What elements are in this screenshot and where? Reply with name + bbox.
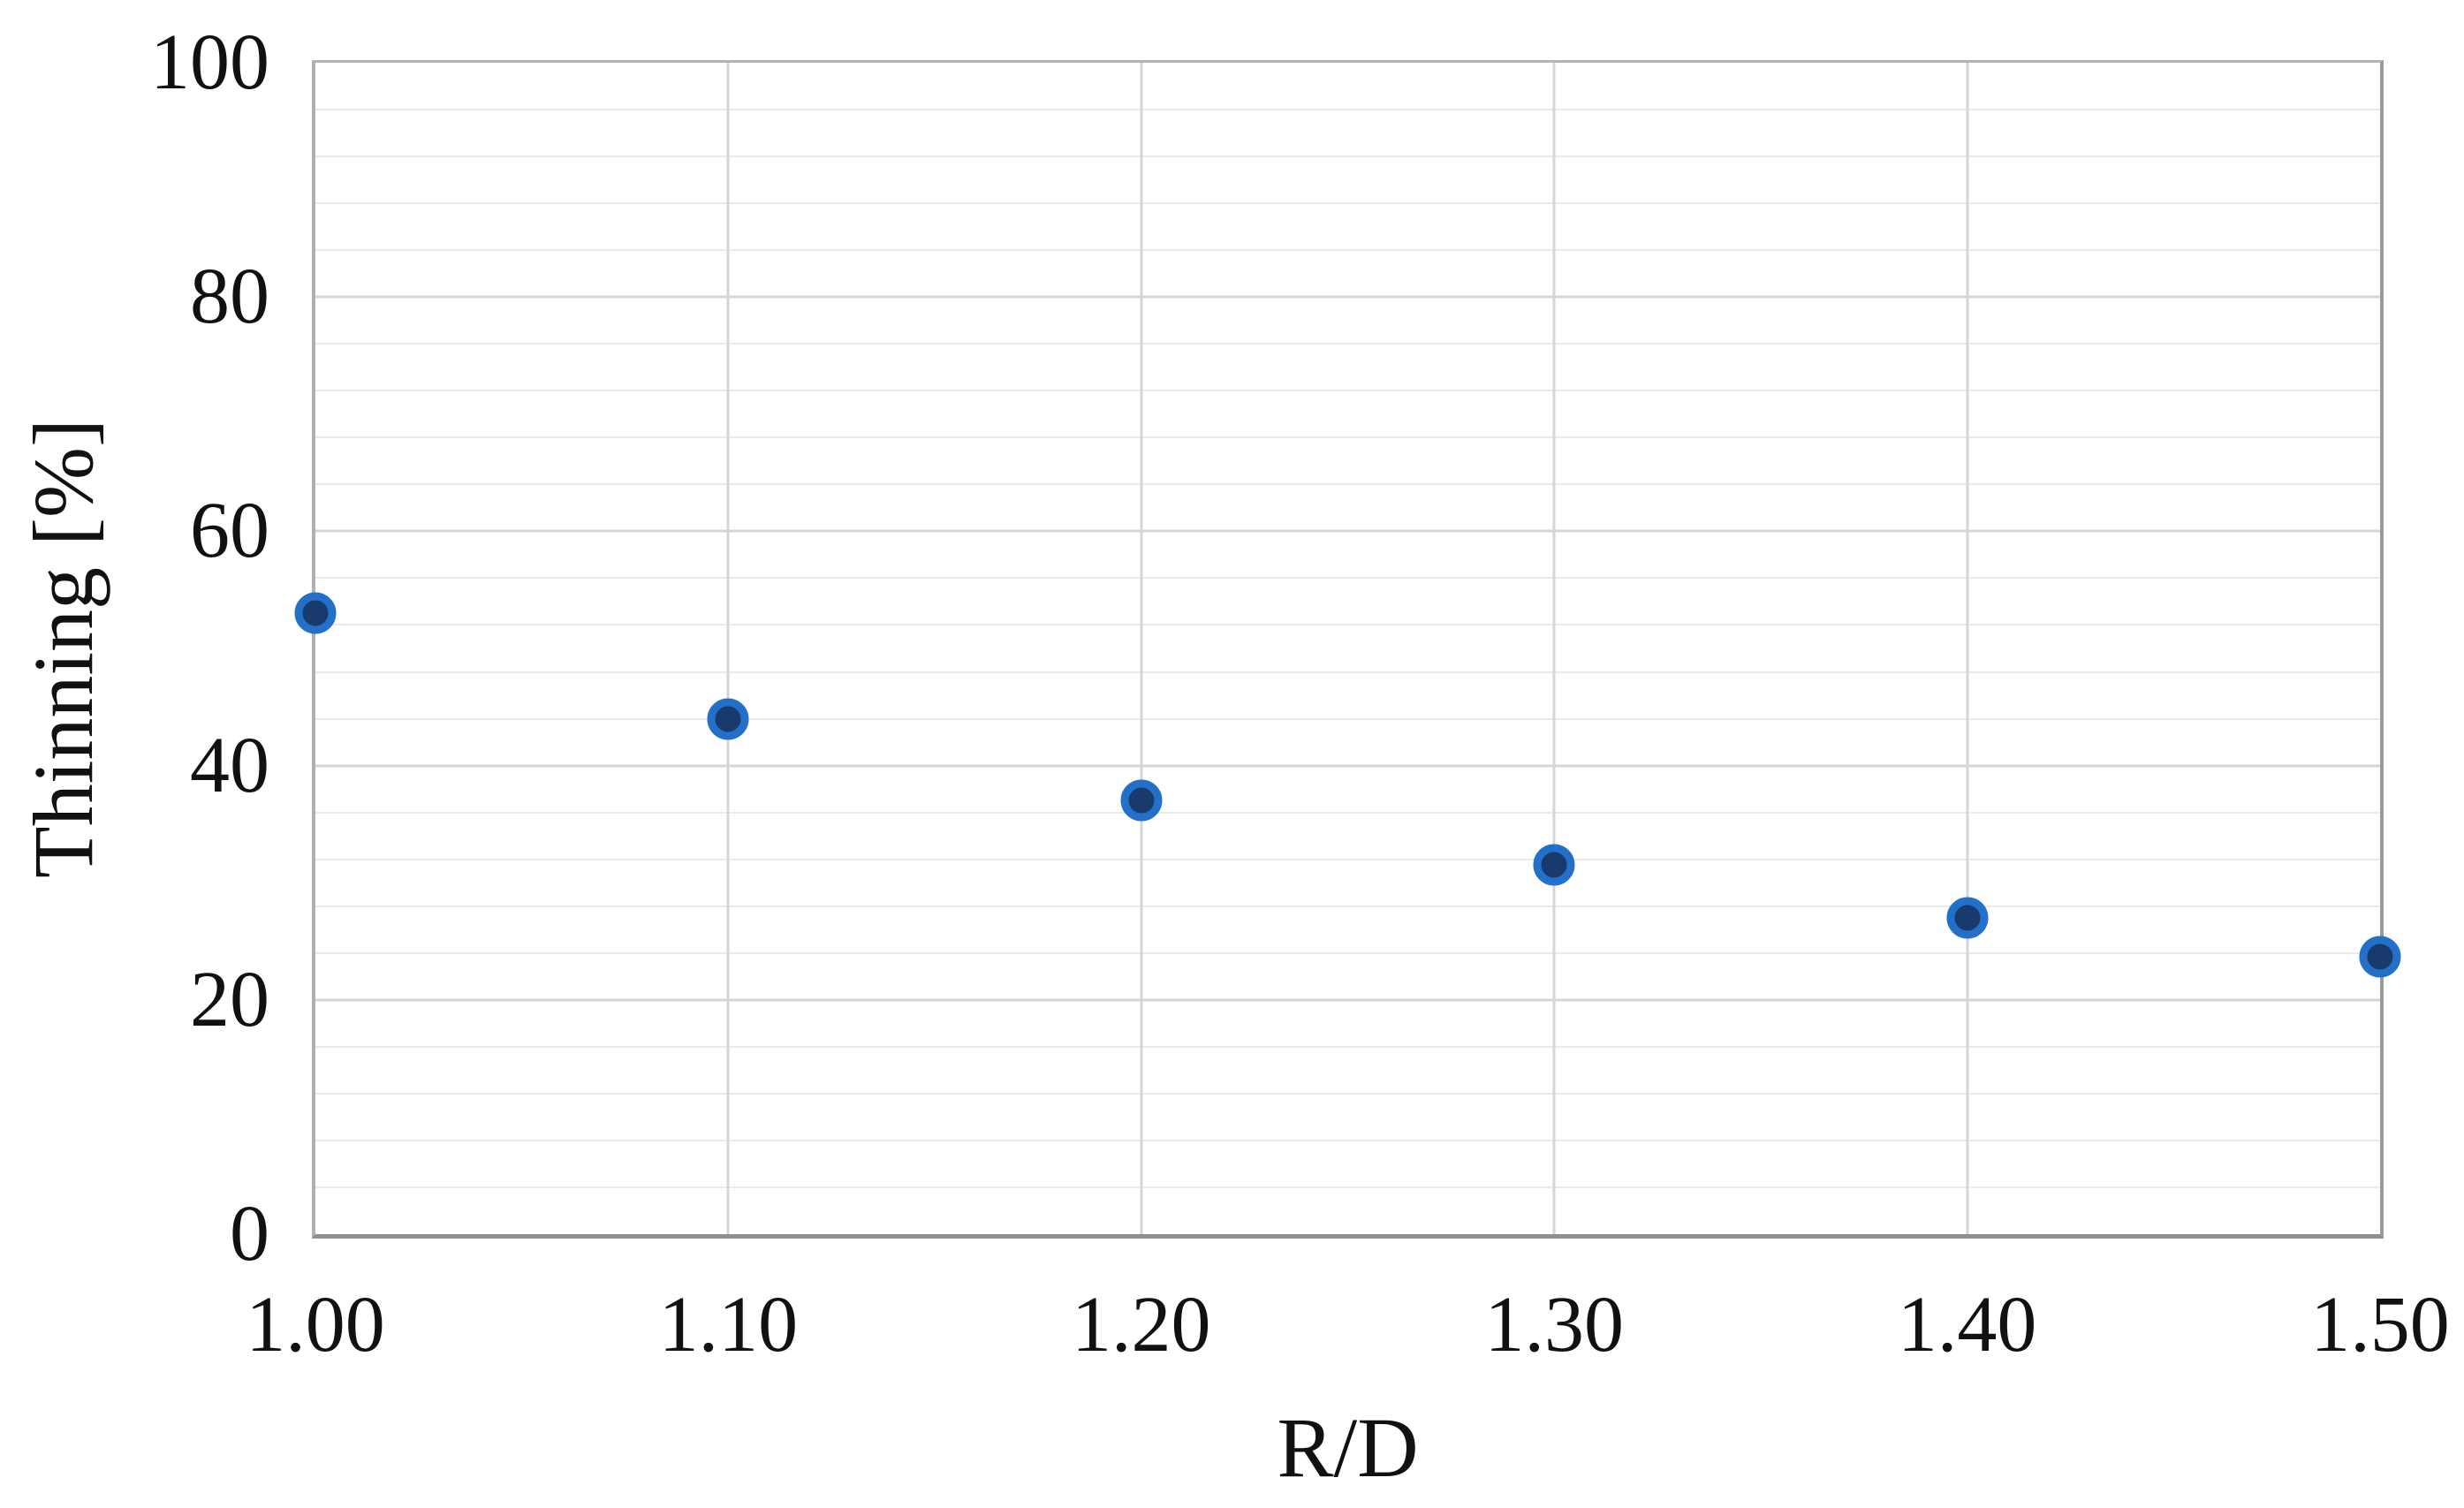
x-tick-label: 1.00: [246, 1281, 385, 1368]
horizontal-major-gridline: [315, 998, 2380, 1002]
x-tick-label: 1.50: [2310, 1281, 2450, 1368]
horizontal-minor-gridline: [315, 343, 2380, 345]
y-tick-label: 0: [230, 1190, 269, 1277]
y-axis-title: Thinning [%]: [16, 419, 110, 878]
horizontal-minor-gridline: [315, 858, 2380, 860]
horizontal-minor-gridline: [315, 811, 2380, 814]
horizontal-minor-gridline: [315, 1092, 2380, 1095]
y-tick-label: 100: [150, 19, 269, 106]
horizontal-minor-gridline: [315, 249, 2380, 252]
horizontal-minor-gridline: [315, 1045, 2380, 1048]
horizontal-minor-gridline: [315, 717, 2380, 720]
x-axis-title: R/D: [1277, 1400, 1419, 1495]
vertical-major-gridline: [1140, 63, 1143, 1234]
horizontal-minor-gridline: [315, 483, 2380, 486]
horizontal-minor-gridline: [315, 155, 2380, 158]
plot-area: [294, 60, 2401, 1239]
data-point: [1533, 844, 1575, 886]
data-point: [1946, 897, 1989, 939]
horizontal-minor-gridline: [315, 905, 2380, 907]
horizontal-minor-gridline: [315, 390, 2380, 392]
x-tick-label: 1.30: [1484, 1281, 1624, 1368]
data-point: [2359, 936, 2401, 978]
horizontal-minor-gridline: [315, 671, 2380, 673]
y-tick-label: 20: [190, 955, 269, 1043]
x-tick-label: 1.10: [658, 1281, 799, 1368]
data-point: [294, 592, 337, 634]
y-tick-label: 40: [190, 721, 269, 809]
horizontal-minor-gridline: [315, 109, 2380, 111]
horizontal-minor-gridline: [315, 202, 2380, 205]
horizontal-minor-gridline: [315, 1139, 2380, 1141]
data-point: [1120, 779, 1163, 822]
vertical-major-gridline: [726, 63, 730, 1234]
y-tick-label: 80: [190, 253, 269, 341]
horizontal-minor-gridline: [315, 624, 2380, 626]
horizontal-minor-gridline: [315, 436, 2380, 439]
vertical-major-gridline: [1966, 63, 1969, 1234]
y-tick-label: 60: [190, 487, 269, 575]
horizontal-major-gridline: [315, 764, 2380, 768]
x-tick-label: 1.40: [1897, 1281, 2037, 1368]
vertical-major-gridline: [1552, 63, 1556, 1234]
horizontal-major-gridline: [315, 295, 2380, 299]
horizontal-major-gridline: [315, 529, 2380, 533]
horizontal-minor-gridline: [315, 1186, 2380, 1188]
horizontal-minor-gridline: [315, 951, 2380, 954]
horizontal-minor-gridline: [315, 577, 2380, 580]
x-tick-label: 1.20: [1072, 1281, 1211, 1368]
data-point: [707, 698, 749, 740]
